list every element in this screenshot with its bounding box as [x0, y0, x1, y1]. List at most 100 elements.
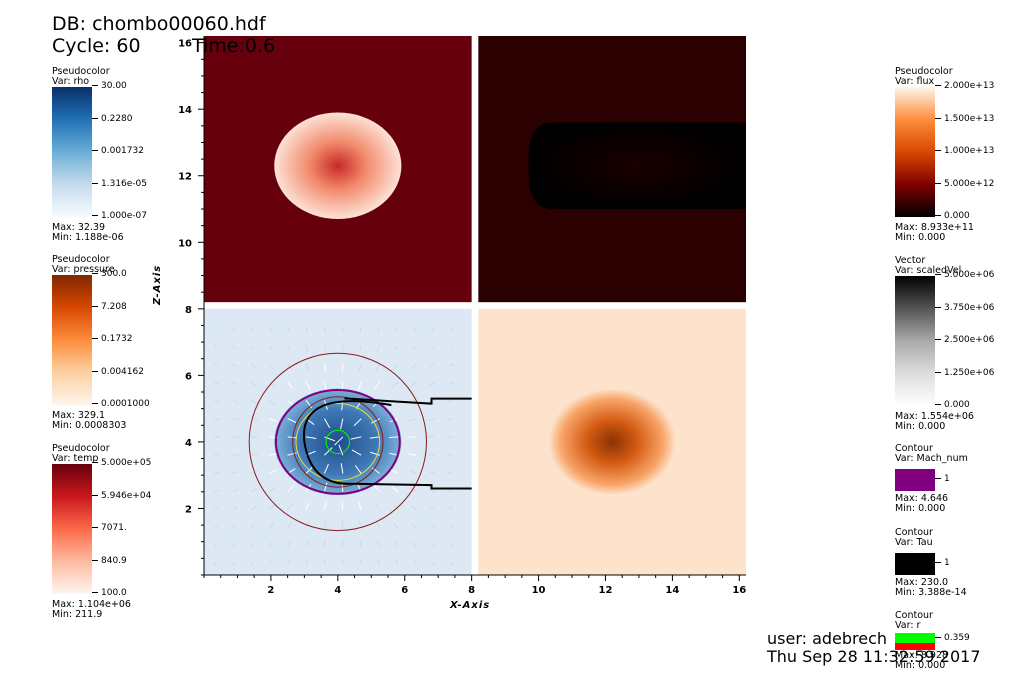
velocity-vector [427, 418, 435, 421]
velocity-vector [305, 345, 309, 353]
contour-legend-2-title: Contour [895, 610, 933, 621]
velocity-vector [213, 471, 220, 475]
velocity-vector [449, 525, 454, 529]
velocity-vector [448, 506, 454, 511]
x-tick-label: 4 [334, 585, 341, 596]
velocity-vector [376, 521, 381, 529]
contour-legend-1-tick: 1 [935, 558, 950, 568]
left-legend-1-tick: 0.004162 [92, 367, 144, 377]
left-legend-2-tick: 5.000e+05 [92, 458, 151, 468]
velocity-vector [340, 463, 344, 474]
tau-contour-lower [302, 400, 472, 490]
y-tick-label: 10 [178, 238, 192, 249]
velocity-vector [287, 485, 294, 493]
velocity-vector [232, 543, 237, 548]
velocity-vector [232, 506, 238, 511]
velocity-vector [305, 326, 309, 334]
right-legend-0-tick: 1.500e+13 [935, 114, 994, 124]
right-legend-0-min: Min: 0.000 [895, 232, 946, 243]
velocity-vector [268, 345, 274, 351]
velocity-vector [448, 381, 454, 386]
left-legend-2-tick: 100.0 [92, 588, 127, 598]
left-legend-2-title: Pseudocolor [52, 443, 110, 454]
y-tick-label: 6 [185, 371, 192, 382]
velocity-vector [269, 418, 278, 422]
velocity-vector [359, 559, 362, 566]
velocity-vector [213, 381, 219, 385]
left-legend-0-tick: 0.001732 [92, 146, 144, 156]
left-legend-0-tick: 1.316e-05 [92, 179, 147, 189]
velocity-vector [449, 543, 454, 548]
velocity-vector [412, 345, 417, 351]
right-legend-1-tick: 2.500e+06 [935, 335, 994, 345]
velocity-vector [389, 452, 399, 456]
green-contour [325, 429, 351, 455]
velocity-vector [324, 436, 336, 442]
velocity-vector [374, 381, 381, 390]
left-legend-1-tick: 0.1732 [92, 334, 133, 344]
right-legend-0-tick: 2.000e+13 [935, 81, 994, 91]
velocity-vector [323, 539, 326, 547]
velocity-vector [447, 489, 454, 493]
right-legend-0-max: Max: 8.933e+11 [895, 222, 974, 233]
left-legend-2-var: Var: temp [52, 453, 99, 464]
velocity-vector [232, 524, 237, 529]
velocity-vector [341, 363, 344, 372]
velocity-vector [373, 484, 381, 493]
left-legend-0-min: Min: 1.188e-06 [52, 232, 124, 243]
velocity-vector [305, 436, 317, 440]
right-legend-1-colorbar [895, 276, 935, 406]
velocity-vector [250, 399, 258, 404]
velocity-vector [390, 469, 399, 474]
x-tick-label: 12 [599, 585, 613, 596]
contour-legend-0-title: Contour [895, 443, 933, 454]
right-legend-0-tick: 0.000 [935, 211, 970, 221]
velocity-vector [427, 453, 435, 456]
velocity-vector [287, 452, 297, 456]
cycle-label: Cycle: 60 [52, 35, 141, 57]
contour-legend-1-swatch [895, 553, 935, 575]
left-legend-2-tick: 5.946e+04 [92, 491, 151, 501]
velocity-vector [429, 381, 436, 386]
velocity-vector [323, 559, 326, 566]
velocity-vector [213, 345, 218, 349]
velocity-vector [287, 503, 293, 511]
velocity-vector [268, 541, 273, 547]
velocity-vector [250, 453, 259, 456]
left-legend-0-max: Max: 32.39 [52, 222, 106, 233]
left-legend-0-var: Var: rho [52, 76, 90, 87]
date-label: Thu Sep 28 11:32:59 2017 [767, 647, 981, 666]
right-legend-0-tick: 1.000e+13 [935, 146, 994, 156]
contour-legend-0-min: Min: 0.000 [895, 503, 946, 514]
velocity-vector [431, 542, 436, 548]
velocity-vector [268, 560, 273, 566]
right-legend-0-tick: 5.000e+12 [935, 179, 994, 189]
left-legend-1-min: Min: 0.0008303 [52, 420, 127, 431]
user-label: user: adebrech [767, 629, 888, 648]
velocity-vector [268, 523, 274, 529]
contour-legend-0-tick: 1 [935, 474, 950, 484]
velocity-vector [268, 326, 273, 332]
velocity-vector [232, 363, 238, 368]
database-title: DB: chombo00060.hdf [52, 13, 266, 35]
velocity-vector [430, 345, 436, 350]
left-legend-1-tick: 7.208 [92, 302, 127, 312]
left-legend-1-colorbar [52, 275, 92, 405]
contour-legend-0-var: Var: Mach_num [895, 453, 968, 464]
panel-flux-shadow [528, 122, 746, 210]
velocity-vector [358, 502, 362, 511]
velocity-vector [395, 560, 399, 566]
velocity-vector [413, 326, 417, 332]
velocity-vector [409, 487, 417, 493]
velocity-vector [287, 381, 294, 389]
velocity-vector [323, 363, 327, 372]
right-legend-1-title: Vector [895, 255, 926, 266]
x-tick-label: 16 [732, 585, 746, 596]
velocity-vector [268, 486, 276, 493]
y-tick-label: 12 [178, 172, 192, 183]
y-tick-label: 16 [178, 39, 192, 50]
velocity-vector [324, 418, 331, 429]
yellow-contour [295, 402, 381, 481]
y-tick-label: 4 [185, 438, 192, 449]
velocity-vector [375, 503, 381, 511]
